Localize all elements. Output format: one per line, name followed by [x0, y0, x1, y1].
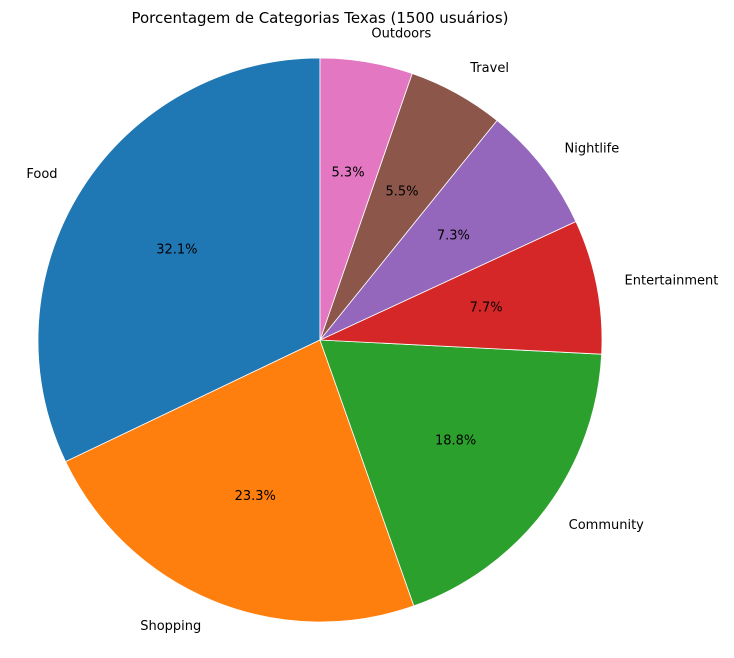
slice-percent-entertainment: 7.7% — [470, 300, 503, 315]
slice-label-outdoors: Outdoors — [371, 27, 431, 42]
slice-percent-nightlife: 7.3% — [437, 228, 470, 243]
slice-label-food: Food — [26, 167, 57, 182]
pie-slice-entertainment — [319, 221, 603, 355]
slice-percent-community: 18.8% — [435, 434, 476, 449]
slice-label-nightlife: Nightlife — [565, 142, 620, 157]
pie-slice-food — [37, 57, 321, 463]
pie-labels: Food 32.1% Shopping 23.3% Community 18.8% Ente… — [26, 27, 718, 635]
pie-slice-community — [319, 339, 603, 607]
slice-percent-shopping: 23.3% — [235, 489, 276, 504]
slice-label-entertainment: Entertainment — [625, 273, 719, 288]
pie-slice-shopping — [65, 339, 415, 623]
slice-percent-outdoors: 5.3% — [332, 166, 365, 181]
slice-label-shopping: Shopping — [140, 619, 201, 634]
slice-percent-food: 32.1% — [156, 242, 197, 257]
slice-percent-travel: 5.5% — [385, 184, 418, 199]
slice-label-travel: Travel — [469, 61, 509, 76]
pie-slice-outdoors — [319, 57, 413, 341]
slice-label-community: Community — [569, 518, 645, 533]
pie-slices — [37, 57, 603, 623]
chart-title: Porcentagem de Categorias Texas (1500 us… — [131, 9, 508, 27]
pie-slice-nightlife — [319, 119, 577, 341]
